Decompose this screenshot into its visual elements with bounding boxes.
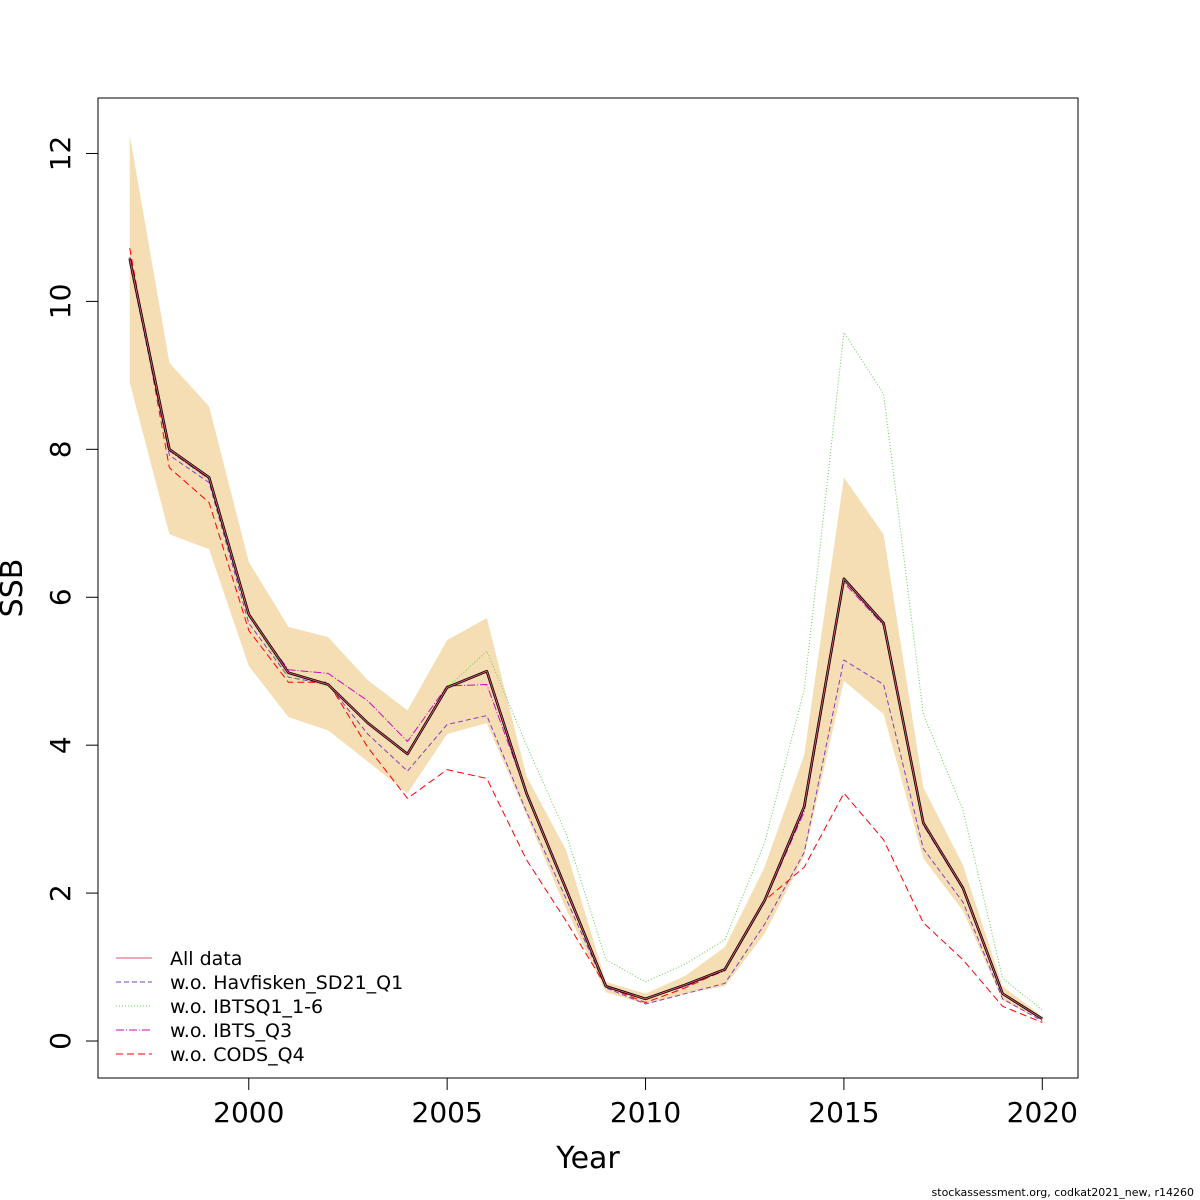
confidence-band bbox=[129, 134, 1043, 1022]
y-axis-title: SSB bbox=[0, 559, 30, 618]
series-line-w-o-ibtsq1-1-6 bbox=[129, 258, 1043, 1011]
x-axis-title: Year bbox=[555, 1141, 620, 1176]
series-line-all-data bbox=[128, 258, 1043, 1020]
x-tick-label: 2000 bbox=[213, 1096, 284, 1129]
series-line-w-o-havfisken-sd21-q1 bbox=[129, 262, 1043, 1022]
series-line-w-o-cods-q4 bbox=[129, 248, 1043, 1023]
confidence-band-layer bbox=[129, 134, 1043, 1022]
x-axis: 2000 2005 2010 2015 2020 bbox=[213, 1077, 1078, 1129]
y-tick-label: 6 bbox=[44, 588, 77, 606]
y-tick-label: 4 bbox=[44, 736, 77, 754]
x-tick-label: 2010 bbox=[610, 1096, 681, 1129]
y-tick-label: 10 bbox=[44, 284, 77, 320]
x-tick-label: 2005 bbox=[412, 1096, 483, 1129]
legend-label: w.o. CODS_Q4 bbox=[170, 1044, 305, 1066]
series-layer bbox=[128, 248, 1043, 1023]
legend-label: w.o. IBTS_Q3 bbox=[170, 1020, 292, 1042]
x-tick-label: 2020 bbox=[1007, 1096, 1078, 1129]
legend-label: w.o. Havfisken_SD21_Q1 bbox=[170, 972, 403, 994]
footer-credit: stockassessment.org, codkat2021_new, r14… bbox=[931, 1186, 1194, 1199]
legend-label: w.o. IBTSQ1_1-6 bbox=[170, 996, 323, 1018]
y-tick-label: 0 bbox=[44, 1032, 77, 1050]
x-tick-label: 2015 bbox=[808, 1096, 879, 1129]
y-tick-label: 12 bbox=[44, 136, 77, 172]
legend-label: All data bbox=[170, 948, 242, 970]
y-axis: 0 2 4 6 8 10 12 bbox=[44, 136, 99, 1050]
y-tick-label: 2 bbox=[44, 884, 77, 902]
series-line-all-data bbox=[129, 258, 1043, 1020]
y-tick-label: 8 bbox=[44, 440, 77, 458]
